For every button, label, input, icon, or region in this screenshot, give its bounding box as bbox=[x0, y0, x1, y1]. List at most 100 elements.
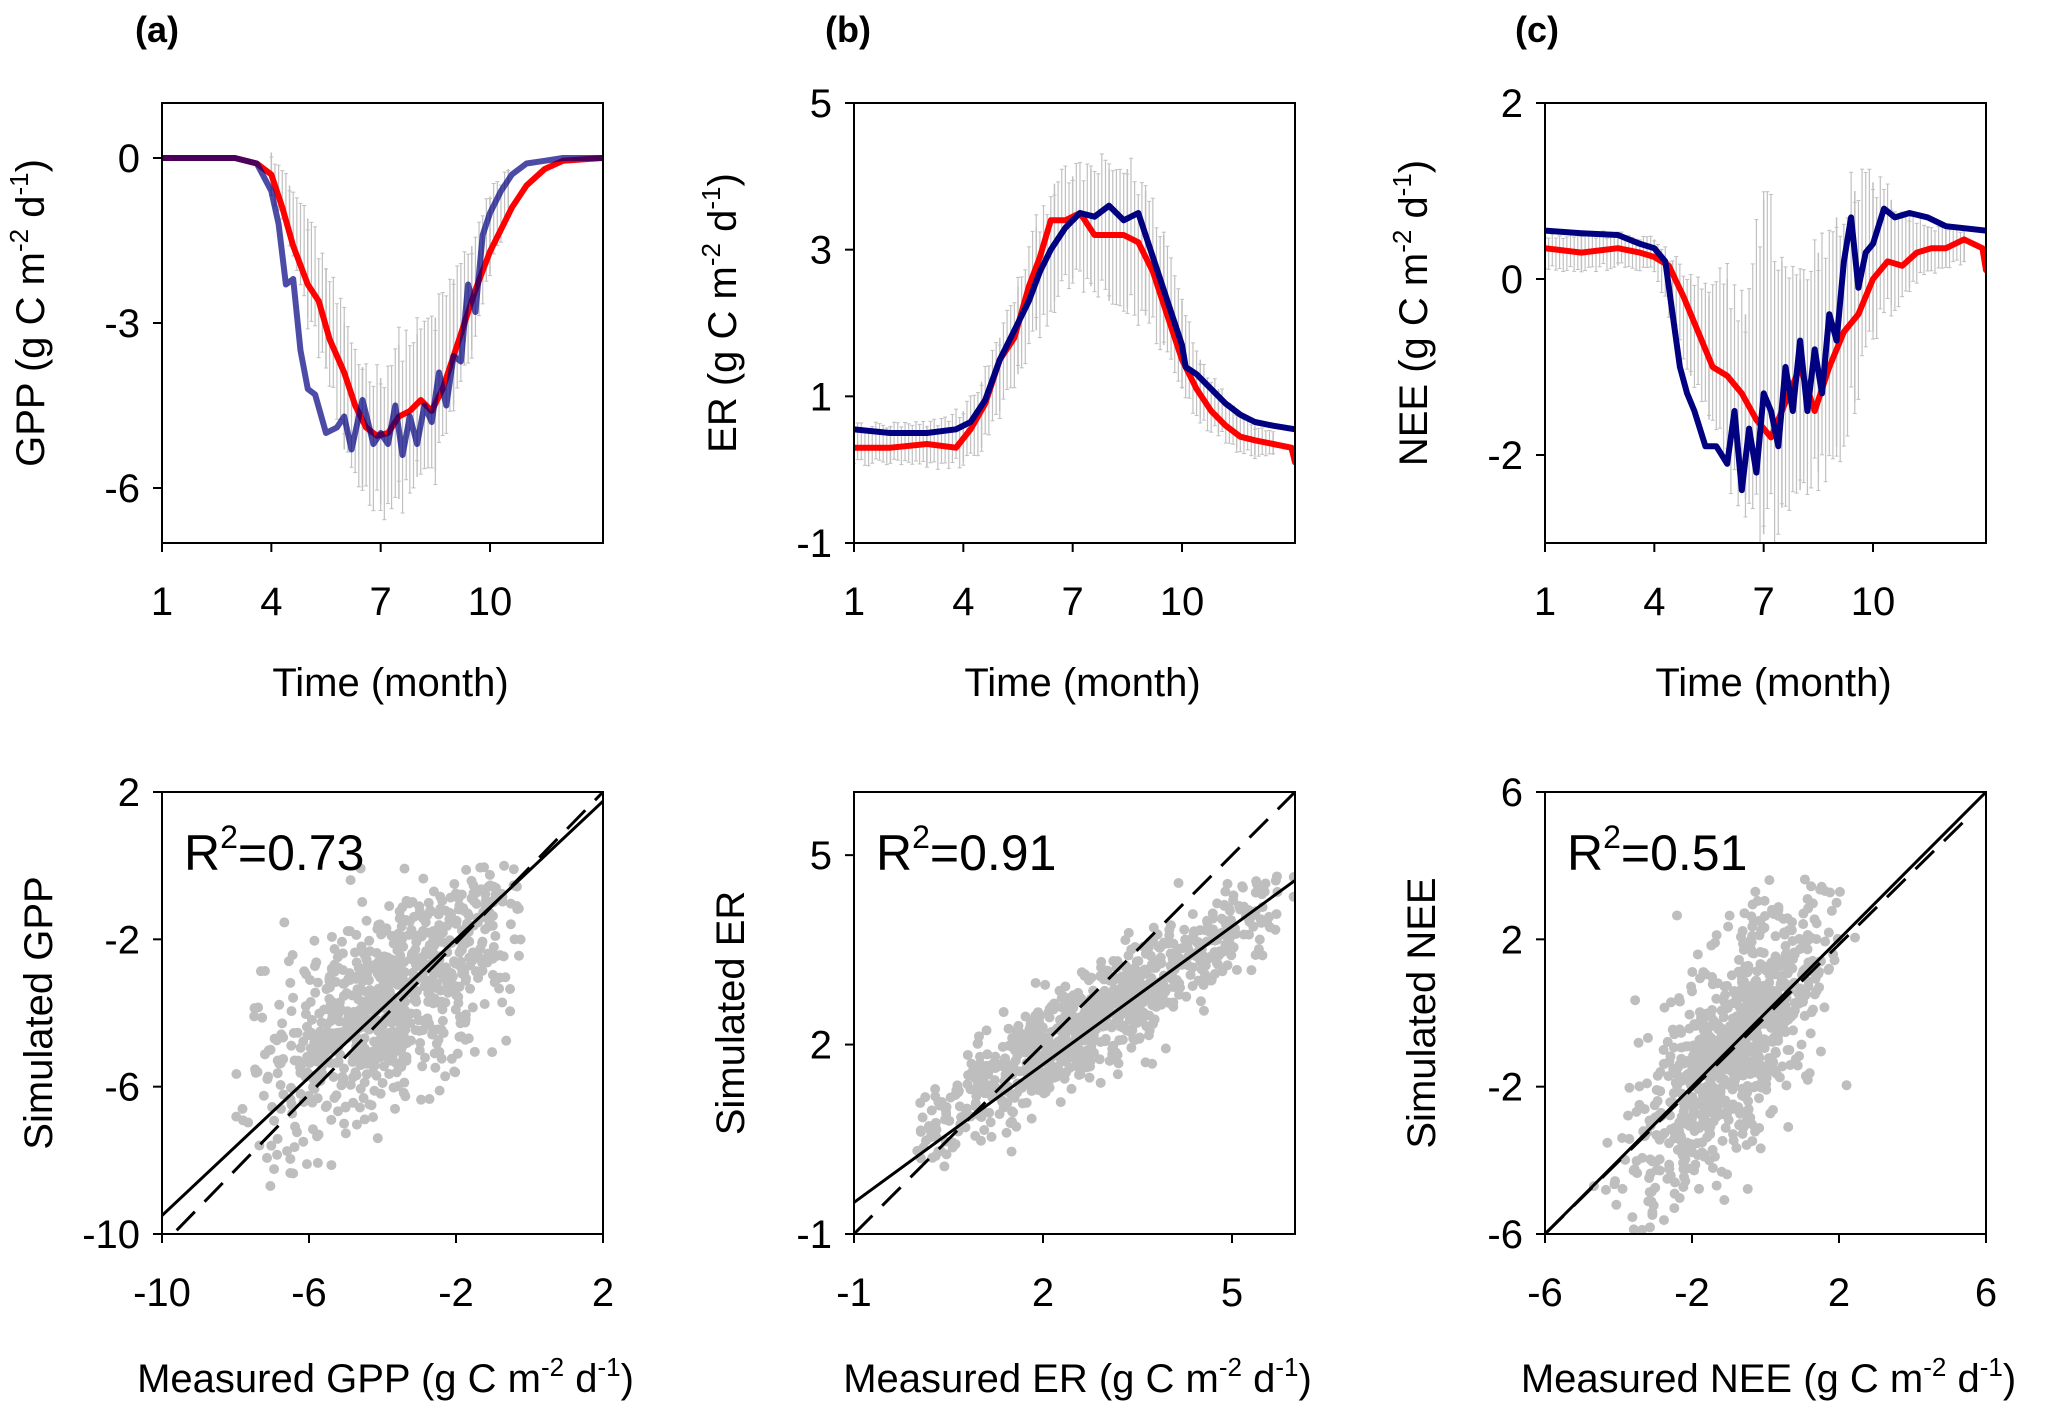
scatter-point bbox=[1061, 1057, 1072, 1068]
scatter-point bbox=[1034, 1025, 1045, 1036]
scatter-point bbox=[1257, 950, 1268, 961]
scatter-point bbox=[446, 1053, 457, 1064]
scatter-point bbox=[1220, 939, 1231, 950]
scatter-point bbox=[1751, 975, 1762, 986]
scatter-point bbox=[306, 1027, 317, 1038]
scatter-point bbox=[495, 950, 506, 961]
scatter-point bbox=[1777, 1061, 1788, 1072]
scatter-point bbox=[465, 983, 476, 994]
scatter-point bbox=[433, 1034, 444, 1045]
scatter-point bbox=[345, 875, 356, 886]
scatter-point bbox=[442, 920, 453, 931]
scatter-point bbox=[420, 1052, 431, 1063]
y-axis-title: Simulated ER bbox=[709, 891, 753, 1136]
scatter-point bbox=[1707, 1144, 1718, 1155]
scatter-point bbox=[368, 1112, 379, 1123]
x-tick-label: 2 bbox=[1032, 1271, 1054, 1315]
scatter-point bbox=[1752, 1045, 1763, 1056]
x-tick-label: -2 bbox=[1674, 1271, 1710, 1315]
scatter-point bbox=[269, 1115, 280, 1126]
scatter-point bbox=[1251, 876, 1262, 887]
scatter-point bbox=[1764, 961, 1775, 972]
scatter-point bbox=[1659, 1058, 1670, 1069]
scatter-point bbox=[433, 997, 444, 1008]
scatter-point bbox=[1679, 1091, 1690, 1102]
scatter-point bbox=[1171, 952, 1182, 963]
y-tick-label: -3 bbox=[104, 302, 140, 346]
scatter-point bbox=[1753, 1093, 1764, 1104]
scatter-point bbox=[1772, 1032, 1783, 1043]
x-tick-label: 1 bbox=[151, 580, 173, 624]
scatter-point bbox=[1037, 1086, 1048, 1097]
scatter-point bbox=[1669, 1128, 1680, 1139]
scatter-point bbox=[1704, 1107, 1715, 1118]
scatter-point bbox=[930, 1084, 941, 1095]
scatter-point bbox=[1173, 877, 1184, 888]
x-axis-title-end: ) bbox=[2003, 1357, 2016, 1401]
scatter-point bbox=[1644, 1187, 1655, 1198]
x-axis-title-mid: d bbox=[1946, 1357, 1979, 1401]
x-tick-label: 10 bbox=[468, 580, 513, 624]
scatter-point bbox=[349, 947, 360, 958]
scatter-point bbox=[399, 1077, 410, 1088]
scatter-point bbox=[1694, 1183, 1705, 1194]
scatter-point bbox=[513, 950, 524, 961]
scatter-point bbox=[915, 1097, 926, 1108]
scatter-point bbox=[1181, 991, 1192, 1002]
scatter-point bbox=[449, 878, 460, 889]
scatter-point bbox=[354, 1102, 365, 1113]
scatter-point bbox=[1805, 1028, 1816, 1039]
scatter-point bbox=[1700, 1020, 1711, 1031]
scatter-point bbox=[954, 1101, 965, 1112]
y-axis-title: ER (g C m-2 d-1) bbox=[696, 173, 745, 453]
scatter-point bbox=[406, 1008, 417, 1019]
scatter-point bbox=[1684, 1009, 1695, 1020]
r-squared-value: =0.73 bbox=[238, 825, 365, 881]
x-axis-title-sup2: -1 bbox=[1980, 1352, 2003, 1382]
scatter-point bbox=[289, 1142, 300, 1153]
scatter-point bbox=[435, 891, 446, 902]
scatter-point bbox=[1156, 990, 1167, 1001]
scatter-point bbox=[332, 1106, 343, 1117]
r-squared-sup: 2 bbox=[1603, 819, 1621, 855]
y-tick-label: 2 bbox=[118, 771, 140, 815]
scatter-point bbox=[1676, 1056, 1687, 1067]
x-axis-title-main: Measured NEE (g C m bbox=[1521, 1357, 1923, 1401]
scatter-point bbox=[1667, 1024, 1678, 1035]
y-tick-label: 3 bbox=[810, 229, 832, 273]
scatter-point bbox=[275, 1080, 286, 1091]
scatter-point bbox=[1754, 930, 1765, 941]
scatter-point bbox=[1107, 1043, 1118, 1054]
scatter-point bbox=[917, 1112, 928, 1123]
scatter-point bbox=[1770, 1046, 1781, 1057]
scatter-point bbox=[1756, 1071, 1767, 1082]
scatter-point bbox=[1189, 926, 1200, 937]
scatter-point bbox=[384, 1069, 395, 1080]
scatter-point bbox=[358, 1003, 369, 1014]
scatter-point bbox=[1168, 938, 1179, 949]
scatter-point bbox=[308, 1082, 319, 1093]
scatter-point bbox=[250, 1064, 261, 1075]
scatter-point bbox=[1781, 1080, 1792, 1091]
scatter-point bbox=[253, 1002, 264, 1013]
scatter-point bbox=[1204, 953, 1215, 964]
plot-frame bbox=[161, 791, 604, 1235]
scatter-point bbox=[301, 1159, 312, 1170]
scatter-point bbox=[999, 1053, 1010, 1064]
scatter-point bbox=[446, 910, 457, 921]
scatter-point bbox=[353, 962, 364, 973]
scatter-point bbox=[1003, 1023, 1014, 1034]
scatter-point bbox=[1012, 1087, 1023, 1098]
scatter-point bbox=[278, 1089, 289, 1100]
scatter-point bbox=[1146, 988, 1157, 999]
scatter-point bbox=[368, 992, 379, 1003]
scatter-point bbox=[377, 955, 388, 966]
scatter-point bbox=[423, 897, 434, 908]
scatter-point bbox=[407, 967, 418, 978]
scatter-point bbox=[265, 1180, 276, 1191]
scatter-point bbox=[1804, 1068, 1815, 1079]
y-tick-label: 5 bbox=[810, 834, 832, 878]
scatter-point bbox=[1722, 980, 1733, 991]
scatter-point bbox=[440, 1071, 451, 1082]
